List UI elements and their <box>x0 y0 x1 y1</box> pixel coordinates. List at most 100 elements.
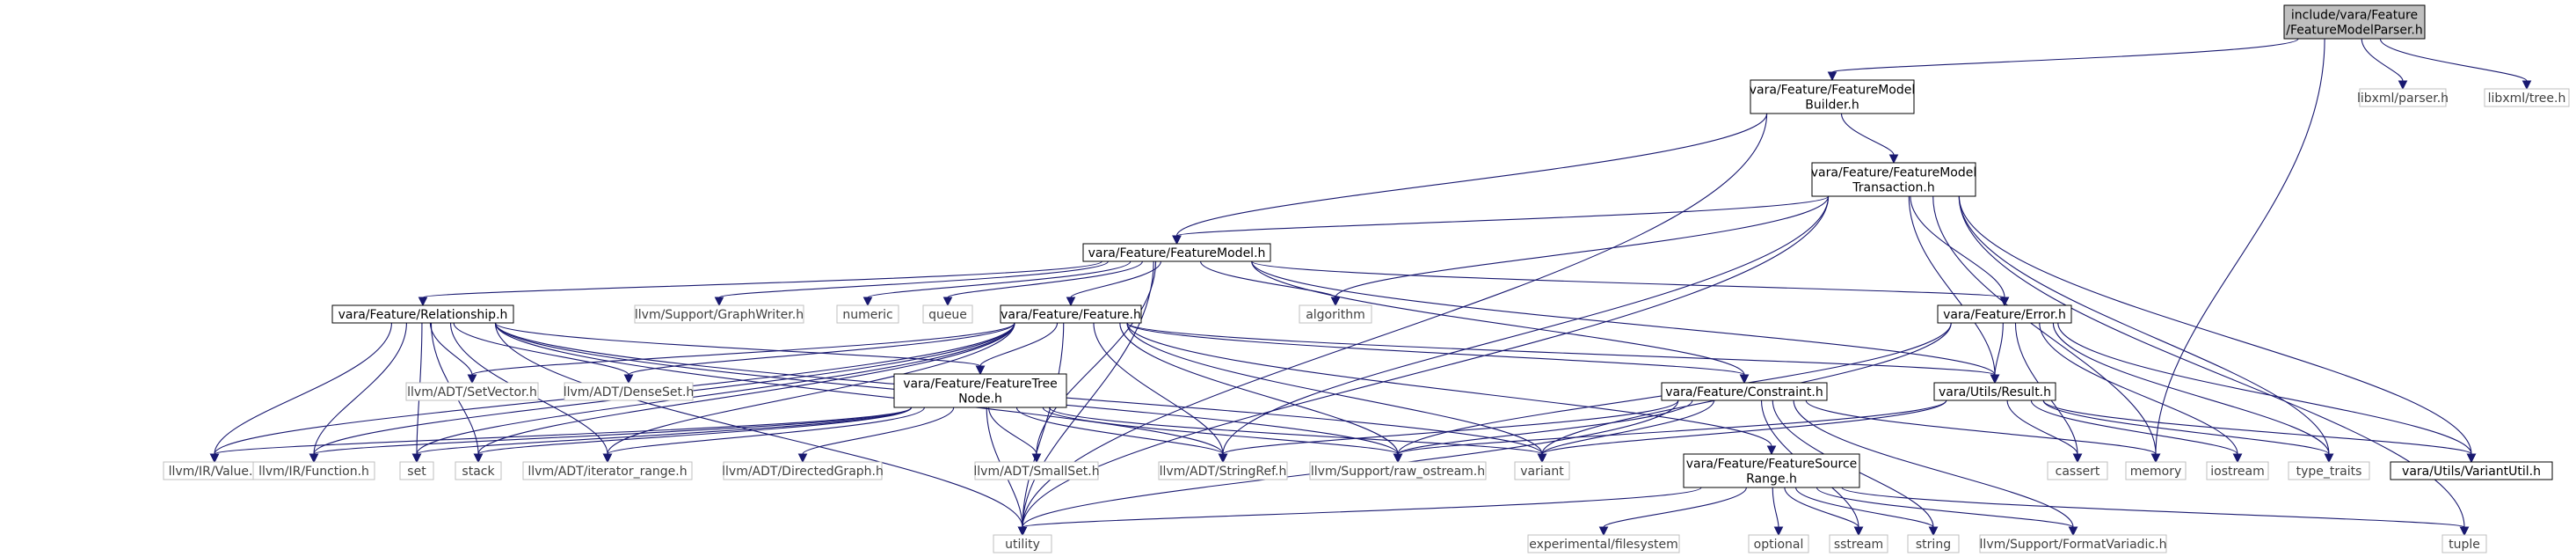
node-label: Transaction.h <box>1852 181 1934 195</box>
edge-line <box>1816 487 2074 528</box>
edge-line <box>2006 399 2078 455</box>
node-error[interactable]: vara/Feature/Error.h <box>1937 304 2072 324</box>
node-box <box>1683 453 1860 488</box>
edge-parser-to-libxml_tree <box>2379 38 2532 91</box>
edge-line <box>2361 38 2404 82</box>
edge-fmtransaction-to-tuple <box>1958 195 2470 537</box>
edge-line <box>1119 322 1399 455</box>
edge-line <box>2379 38 2528 82</box>
node-stack: stack <box>455 461 502 480</box>
edge-line <box>1222 195 1830 455</box>
node-label: vara/Utils/VariantUtil.h <box>2402 465 2541 479</box>
edge-arrowhead <box>1888 154 1899 165</box>
node-memory: memory <box>2125 461 2187 480</box>
edge-parser-to-fmbuilder <box>1827 38 2299 82</box>
node-tuple: tuple <box>2441 534 2487 553</box>
node-label: vara/Feature/FeatureSource <box>1686 458 1858 472</box>
edge-line <box>1795 487 1934 528</box>
edge-error-to-result <box>1990 322 2004 385</box>
edge-arrowhead <box>309 453 319 464</box>
node-parser[interactable]: include/vara/Feature/FeatureModelParser.… <box>2283 4 2426 40</box>
node-relationship[interactable]: vara/Feature/Relationship.h <box>331 304 514 324</box>
node-box <box>1514 461 1570 480</box>
node-formatvariadic: llvm/Support/FormatVariadic.h <box>1979 534 2167 553</box>
edge-line <box>1397 399 1693 455</box>
edge-line <box>1840 113 1895 156</box>
node-featuremodel[interactable]: vara/Feature/FeatureModel.h <box>1082 243 1271 262</box>
node-label: llvm/ADT/SetVector.h <box>407 385 537 399</box>
node-feature[interactable]: vara/Feature/Feature.h <box>1000 304 1142 324</box>
edge-line <box>628 322 1015 376</box>
edge-fmbuilder-to-fmtransaction <box>1840 113 1899 165</box>
edge-line <box>1541 399 1715 455</box>
edge-arrowhead <box>602 453 613 464</box>
edge-line <box>1251 260 1996 376</box>
edge-arrowhead <box>1017 526 1028 537</box>
edge-arrowhead <box>411 453 422 464</box>
edge-line <box>494 322 1023 528</box>
node-label: libxml/parser.h <box>2357 92 2449 106</box>
node-box <box>993 534 1052 553</box>
node-box <box>1829 534 1888 553</box>
edge-sourcerange-to-utility <box>1017 487 1702 537</box>
edge-line <box>1175 195 1830 237</box>
edge-arrowhead <box>1999 297 2010 307</box>
node-label: libxml/tree.h <box>2488 92 2566 106</box>
edge-line <box>1908 195 1996 376</box>
node-box <box>1811 162 1976 197</box>
edge-line <box>1093 322 1224 455</box>
node-box <box>1748 534 1809 553</box>
node-box <box>634 304 804 324</box>
node-box <box>2047 461 2108 480</box>
edge-arrowhead <box>1031 453 1042 464</box>
node-box <box>2283 4 2426 40</box>
edge-arrowhead <box>1598 526 1609 537</box>
node-box <box>2390 461 2553 480</box>
node-constraint[interactable]: vara/Feature/Constraint.h <box>1661 382 1828 401</box>
node-label: llvm/Support/raw_ostream.h <box>1311 465 1485 479</box>
edge-featuremodel-to-graphwriter <box>714 260 1109 307</box>
edge-line <box>2155 38 2325 455</box>
edge-arrowhead <box>2072 453 2083 464</box>
node-irfunction: llvm/IR/Function.h <box>252 461 375 480</box>
node-libxml_tree: libxml/tree.h <box>2484 88 2570 107</box>
node-iostream: iostream <box>2206 461 2269 480</box>
node-result[interactable]: vara/Utils/Result.h <box>1933 382 2056 401</box>
edge-arrowhead <box>1172 235 1182 246</box>
node-label: llvm/ADT/iterator_range.h <box>528 465 687 479</box>
edge-featuremodel-to-smallset <box>1031 260 1157 464</box>
edge-line <box>1126 322 1745 376</box>
node-box <box>893 373 1067 408</box>
node-label: llvm/ADT/StringRef.h <box>1160 465 1287 479</box>
node-box <box>1661 382 1828 401</box>
node-label: /FeatureModelParser.h <box>2286 24 2423 38</box>
node-label: utility <box>1005 538 1040 552</box>
node-stringref: llvm/ADT/StringRef.h <box>1158 461 1288 480</box>
node-variantutil[interactable]: vara/Utils/VariantUtil.h <box>2390 461 2553 480</box>
node-box <box>2441 534 2487 553</box>
node-set: set <box>399 461 434 480</box>
edge-arrowhead <box>1066 297 1076 307</box>
edge-line <box>477 407 913 455</box>
node-label: variant <box>1520 465 1564 479</box>
node-typetraits: type_traits <box>2288 461 2370 480</box>
edge-sourcerange-to-sstream <box>1784 487 1864 537</box>
edge-line <box>607 322 1015 455</box>
edge-line <box>607 407 925 455</box>
edge-arrowhead <box>714 297 724 307</box>
edge-featuremodel-to-queue <box>942 260 1143 307</box>
node-box <box>1527 534 1680 553</box>
edge-line <box>947 260 1143 298</box>
edge-feature-to-result <box>1126 322 2000 385</box>
edge-feature-to-constraint <box>1126 322 1750 385</box>
node-label: tuple <box>2449 538 2480 552</box>
node-box <box>1000 304 1142 324</box>
edge-featuremodel-to-algorithm <box>1200 260 1341 307</box>
edge-line <box>1910 195 2005 298</box>
edge-featuretree-to-irfunction <box>309 407 913 464</box>
edge-feature-to-setvector <box>467 322 1015 385</box>
